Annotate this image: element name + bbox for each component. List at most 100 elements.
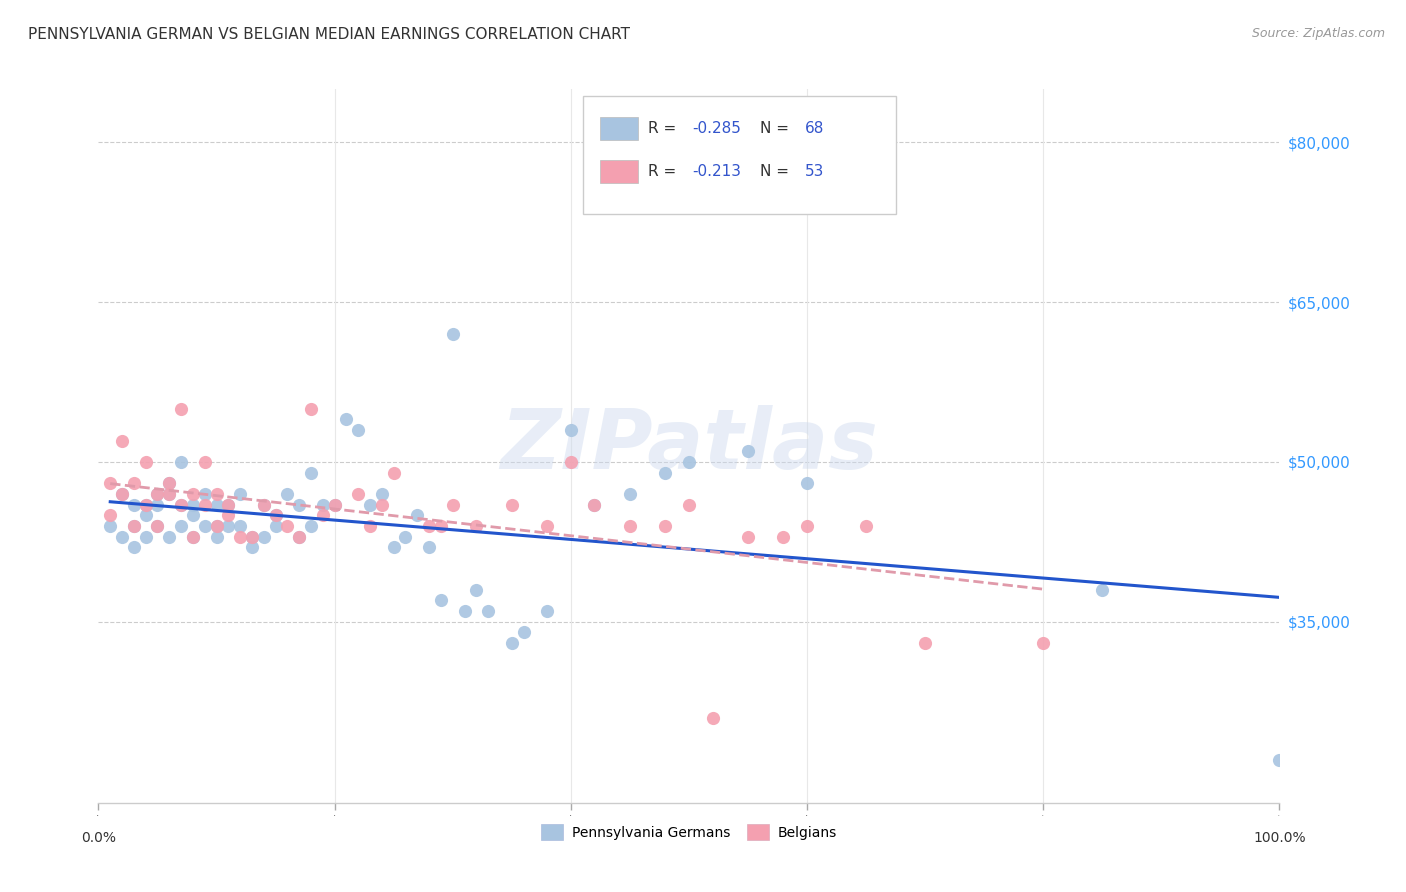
Point (796, 476, 818, 491)
Point (288, 498, 311, 512)
Point (583, 498, 606, 512)
Point (146, 519, 169, 533)
Point (465, 519, 488, 533)
Point (122, 476, 145, 491)
Text: ZIPatlas: ZIPatlas (501, 406, 877, 486)
Text: -0.213: -0.213 (693, 164, 741, 178)
Point (914, 636, 936, 650)
Point (135, 508, 157, 523)
Point (264, 519, 287, 533)
Point (536, 519, 558, 533)
Point (253, 498, 276, 512)
Point (146, 487, 169, 501)
Point (299, 401, 322, 416)
Text: 68: 68 (804, 121, 824, 136)
Point (146, 498, 169, 512)
Point (276, 519, 298, 533)
Point (312, 508, 335, 523)
Point (264, 508, 287, 523)
Point (371, 498, 394, 512)
Point (477, 604, 499, 618)
Point (194, 487, 217, 501)
Point (157, 476, 180, 491)
Point (323, 498, 346, 512)
Point (205, 529, 228, 543)
Point (170, 519, 193, 533)
Point (1268, 753, 1291, 767)
Point (418, 540, 440, 554)
Legend: Pennsylvania Germans, Belgians: Pennsylvania Germans, Belgians (536, 819, 842, 846)
Point (264, 508, 287, 523)
Point (465, 582, 488, 597)
Point (157, 529, 180, 543)
Point (512, 625, 534, 640)
Point (359, 519, 381, 533)
Point (229, 519, 252, 533)
Point (98, 519, 121, 533)
Point (157, 476, 180, 491)
Text: N =: N = (759, 121, 793, 136)
Point (394, 529, 416, 543)
Text: 53: 53 (804, 164, 824, 178)
Point (229, 487, 252, 501)
Point (619, 519, 641, 533)
Point (441, 327, 464, 342)
Point (194, 519, 217, 533)
Text: PENNSYLVANIA GERMAN VS BELGIAN MEDIAN EARNINGS CORRELATION CHART: PENNSYLVANIA GERMAN VS BELGIAN MEDIAN EA… (28, 27, 630, 42)
Point (122, 519, 145, 533)
Point (181, 487, 204, 501)
Point (359, 498, 381, 512)
Point (299, 466, 322, 480)
Point (312, 498, 335, 512)
Text: -0.285: -0.285 (693, 121, 741, 136)
Point (170, 455, 193, 469)
Point (406, 508, 429, 523)
Point (217, 498, 239, 512)
Point (276, 487, 298, 501)
Point (619, 487, 641, 501)
Point (501, 498, 523, 512)
Point (583, 498, 606, 512)
Point (194, 498, 217, 512)
Point (122, 540, 145, 554)
Point (702, 710, 724, 724)
Point (122, 498, 145, 512)
Point (536, 604, 558, 618)
Point (347, 423, 370, 437)
Point (170, 401, 193, 416)
Point (335, 412, 357, 426)
Text: R =: R = (648, 121, 681, 136)
Point (253, 498, 276, 512)
Point (135, 455, 157, 469)
FancyBboxPatch shape (600, 117, 638, 140)
Point (135, 529, 157, 543)
Point (288, 529, 311, 543)
Point (737, 444, 759, 458)
Point (205, 487, 228, 501)
Point (146, 519, 169, 533)
Point (382, 540, 405, 554)
Point (323, 498, 346, 512)
Point (217, 519, 239, 533)
Point (217, 508, 239, 523)
Point (205, 519, 228, 533)
Point (371, 487, 394, 501)
Point (111, 434, 134, 448)
FancyBboxPatch shape (582, 96, 896, 214)
Point (772, 529, 794, 543)
Point (205, 498, 228, 512)
Point (560, 423, 582, 437)
Point (654, 519, 676, 533)
Point (288, 529, 311, 543)
Point (560, 455, 582, 469)
Point (855, 519, 877, 533)
Point (170, 498, 193, 512)
Point (122, 519, 145, 533)
Text: Source: ZipAtlas.com: Source: ZipAtlas.com (1251, 27, 1385, 40)
Point (240, 529, 263, 543)
Point (135, 498, 157, 512)
FancyBboxPatch shape (600, 160, 638, 183)
Point (146, 487, 169, 501)
Point (418, 519, 440, 533)
Point (135, 498, 157, 512)
